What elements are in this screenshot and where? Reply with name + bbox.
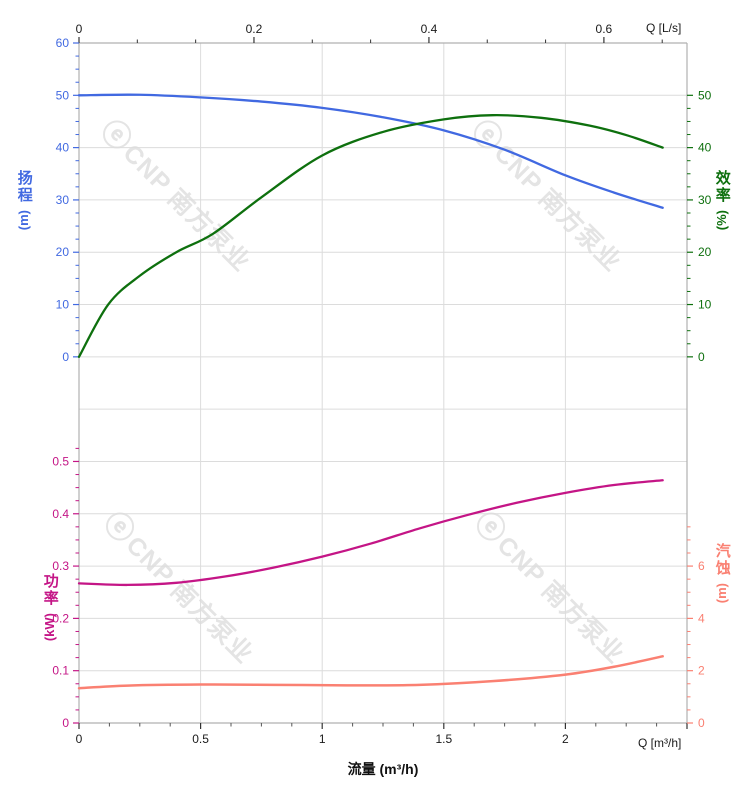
- power-axis-tick-label: 0.1: [52, 664, 69, 678]
- efficiency-axis-title-text: 效率: [713, 170, 731, 204]
- npsh-axis-title-text: 汽蚀: [713, 543, 731, 577]
- power-axis-tick-label: 0.5: [52, 454, 69, 468]
- efficiency-axis-unit: (%): [714, 210, 730, 231]
- top-axis-tick-label: 0.6: [596, 22, 613, 36]
- efficiency-axis-tick-label: 10: [698, 298, 712, 312]
- npsh-axis-tick-label: 6: [698, 559, 705, 573]
- bottom-axis-tick-label: 1: [319, 732, 326, 746]
- power-axis-unit: (kW): [42, 613, 58, 642]
- bottom-axis-tick-label: 2: [562, 732, 569, 746]
- npsh-axis-tick-label: 0: [698, 716, 705, 730]
- power-axis-tick-label: 0.3: [52, 559, 69, 573]
- top-axis-tick-label: 0: [76, 22, 83, 36]
- head-curve: [77, 93, 664, 209]
- top-axis-tick-label: 0.2: [246, 22, 263, 36]
- top-axis-unit-label: Q [L/s]: [646, 21, 682, 35]
- npsh-axis-title: 汽蚀 (m): [713, 543, 731, 604]
- efficiency-axis-tick-label: 50: [698, 88, 712, 102]
- bottom-axis-tick-label: 0: [76, 732, 83, 746]
- efficiency-axis-tick-label: 30: [698, 193, 712, 207]
- efficiency-axis-tick-label: 40: [698, 141, 712, 155]
- head-axis-tick-label: 10: [56, 298, 70, 312]
- bottom-axis-tick-label: 0.5: [192, 732, 209, 746]
- power-axis-title-text: 功率: [41, 573, 59, 607]
- power-curve: [77, 479, 664, 587]
- efficiency-axis-tick-label: 20: [698, 245, 712, 259]
- efficiency-axis-tick-label: 0: [698, 350, 705, 364]
- head-axis-tick-label: 30: [56, 193, 70, 207]
- npsh-axis-tick-label: 4: [698, 611, 705, 625]
- head-axis-tick-label: 20: [56, 245, 70, 259]
- power-axis-tick-label: 0: [62, 716, 69, 730]
- top-axis-tick-label: 0.4: [421, 22, 438, 36]
- head-axis-tick-label: 0: [62, 350, 69, 364]
- bottom-axis-unit-label: Q [m³/h]: [638, 736, 682, 750]
- head-axis-title-text: 扬程: [15, 170, 33, 204]
- efficiency-axis-title: 效率 (%): [713, 170, 731, 231]
- flow-axis-title: 流量 (m³/h): [347, 761, 419, 777]
- bottom-axis-tick-label: 1.5: [435, 732, 452, 746]
- npsh-curve: [77, 655, 664, 690]
- head-axis-tick-label: 40: [56, 141, 70, 155]
- npsh-axis-tick-label: 2: [698, 664, 705, 678]
- power-axis-title: 功率 (kW): [41, 573, 59, 642]
- head-axis-tick-label: 60: [56, 36, 70, 50]
- head-axis-title: 扬程 (m): [15, 170, 33, 231]
- efficiency-curve: [77, 113, 664, 358]
- head-axis-tick-label: 50: [56, 88, 70, 102]
- power-axis-tick-label: 0.4: [52, 507, 69, 521]
- npsh-axis-unit: (m): [714, 583, 730, 604]
- power-axis-tick-label: 0.2: [52, 611, 69, 625]
- head-axis-unit: (m): [16, 210, 32, 231]
